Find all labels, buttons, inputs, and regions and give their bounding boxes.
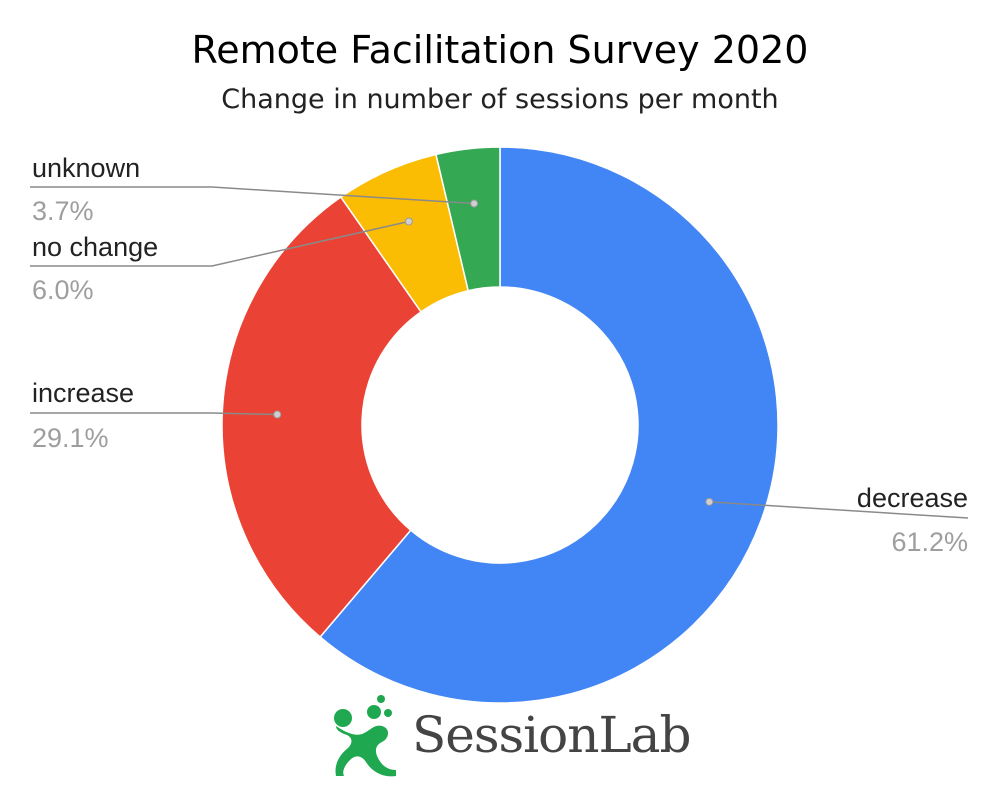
leader-dot-increase [273,410,282,419]
chart-subtitle: Change in number of sessions per month [221,84,779,115]
leader-line-no-change [30,220,410,267]
leader-dot-decrease [705,497,714,506]
leader-line-increase [30,412,278,416]
sessionlab-logo-icon [334,695,396,777]
sessionlab-logo: SessionLab [330,690,691,785]
slice-increase [221,196,423,639]
slice-label-increase: increase [32,378,134,408]
leader-dot-unknown [470,199,479,208]
slice-value-decrease: 61.2% [891,527,968,557]
chart-title: Remote Facilitation Survey 2020 [191,28,809,72]
sessionlab-wordmark: SessionLab [412,706,691,764]
slice-label-decrease: decrease [857,483,968,513]
slice-unknown [435,146,501,292]
slice-value-increase: 29.1% [32,423,109,453]
leader-line-decrease [709,501,969,519]
leader-line-unknown [30,186,475,205]
leader-dot-no-change [404,217,413,226]
slice-label-no-change: no change [32,232,158,262]
slice-value-no-change: 6.0% [32,275,94,305]
slice-label-unknown: unknown [32,153,140,183]
slice-value-unknown: 3.7% [32,196,94,226]
slice-decrease [319,146,779,704]
